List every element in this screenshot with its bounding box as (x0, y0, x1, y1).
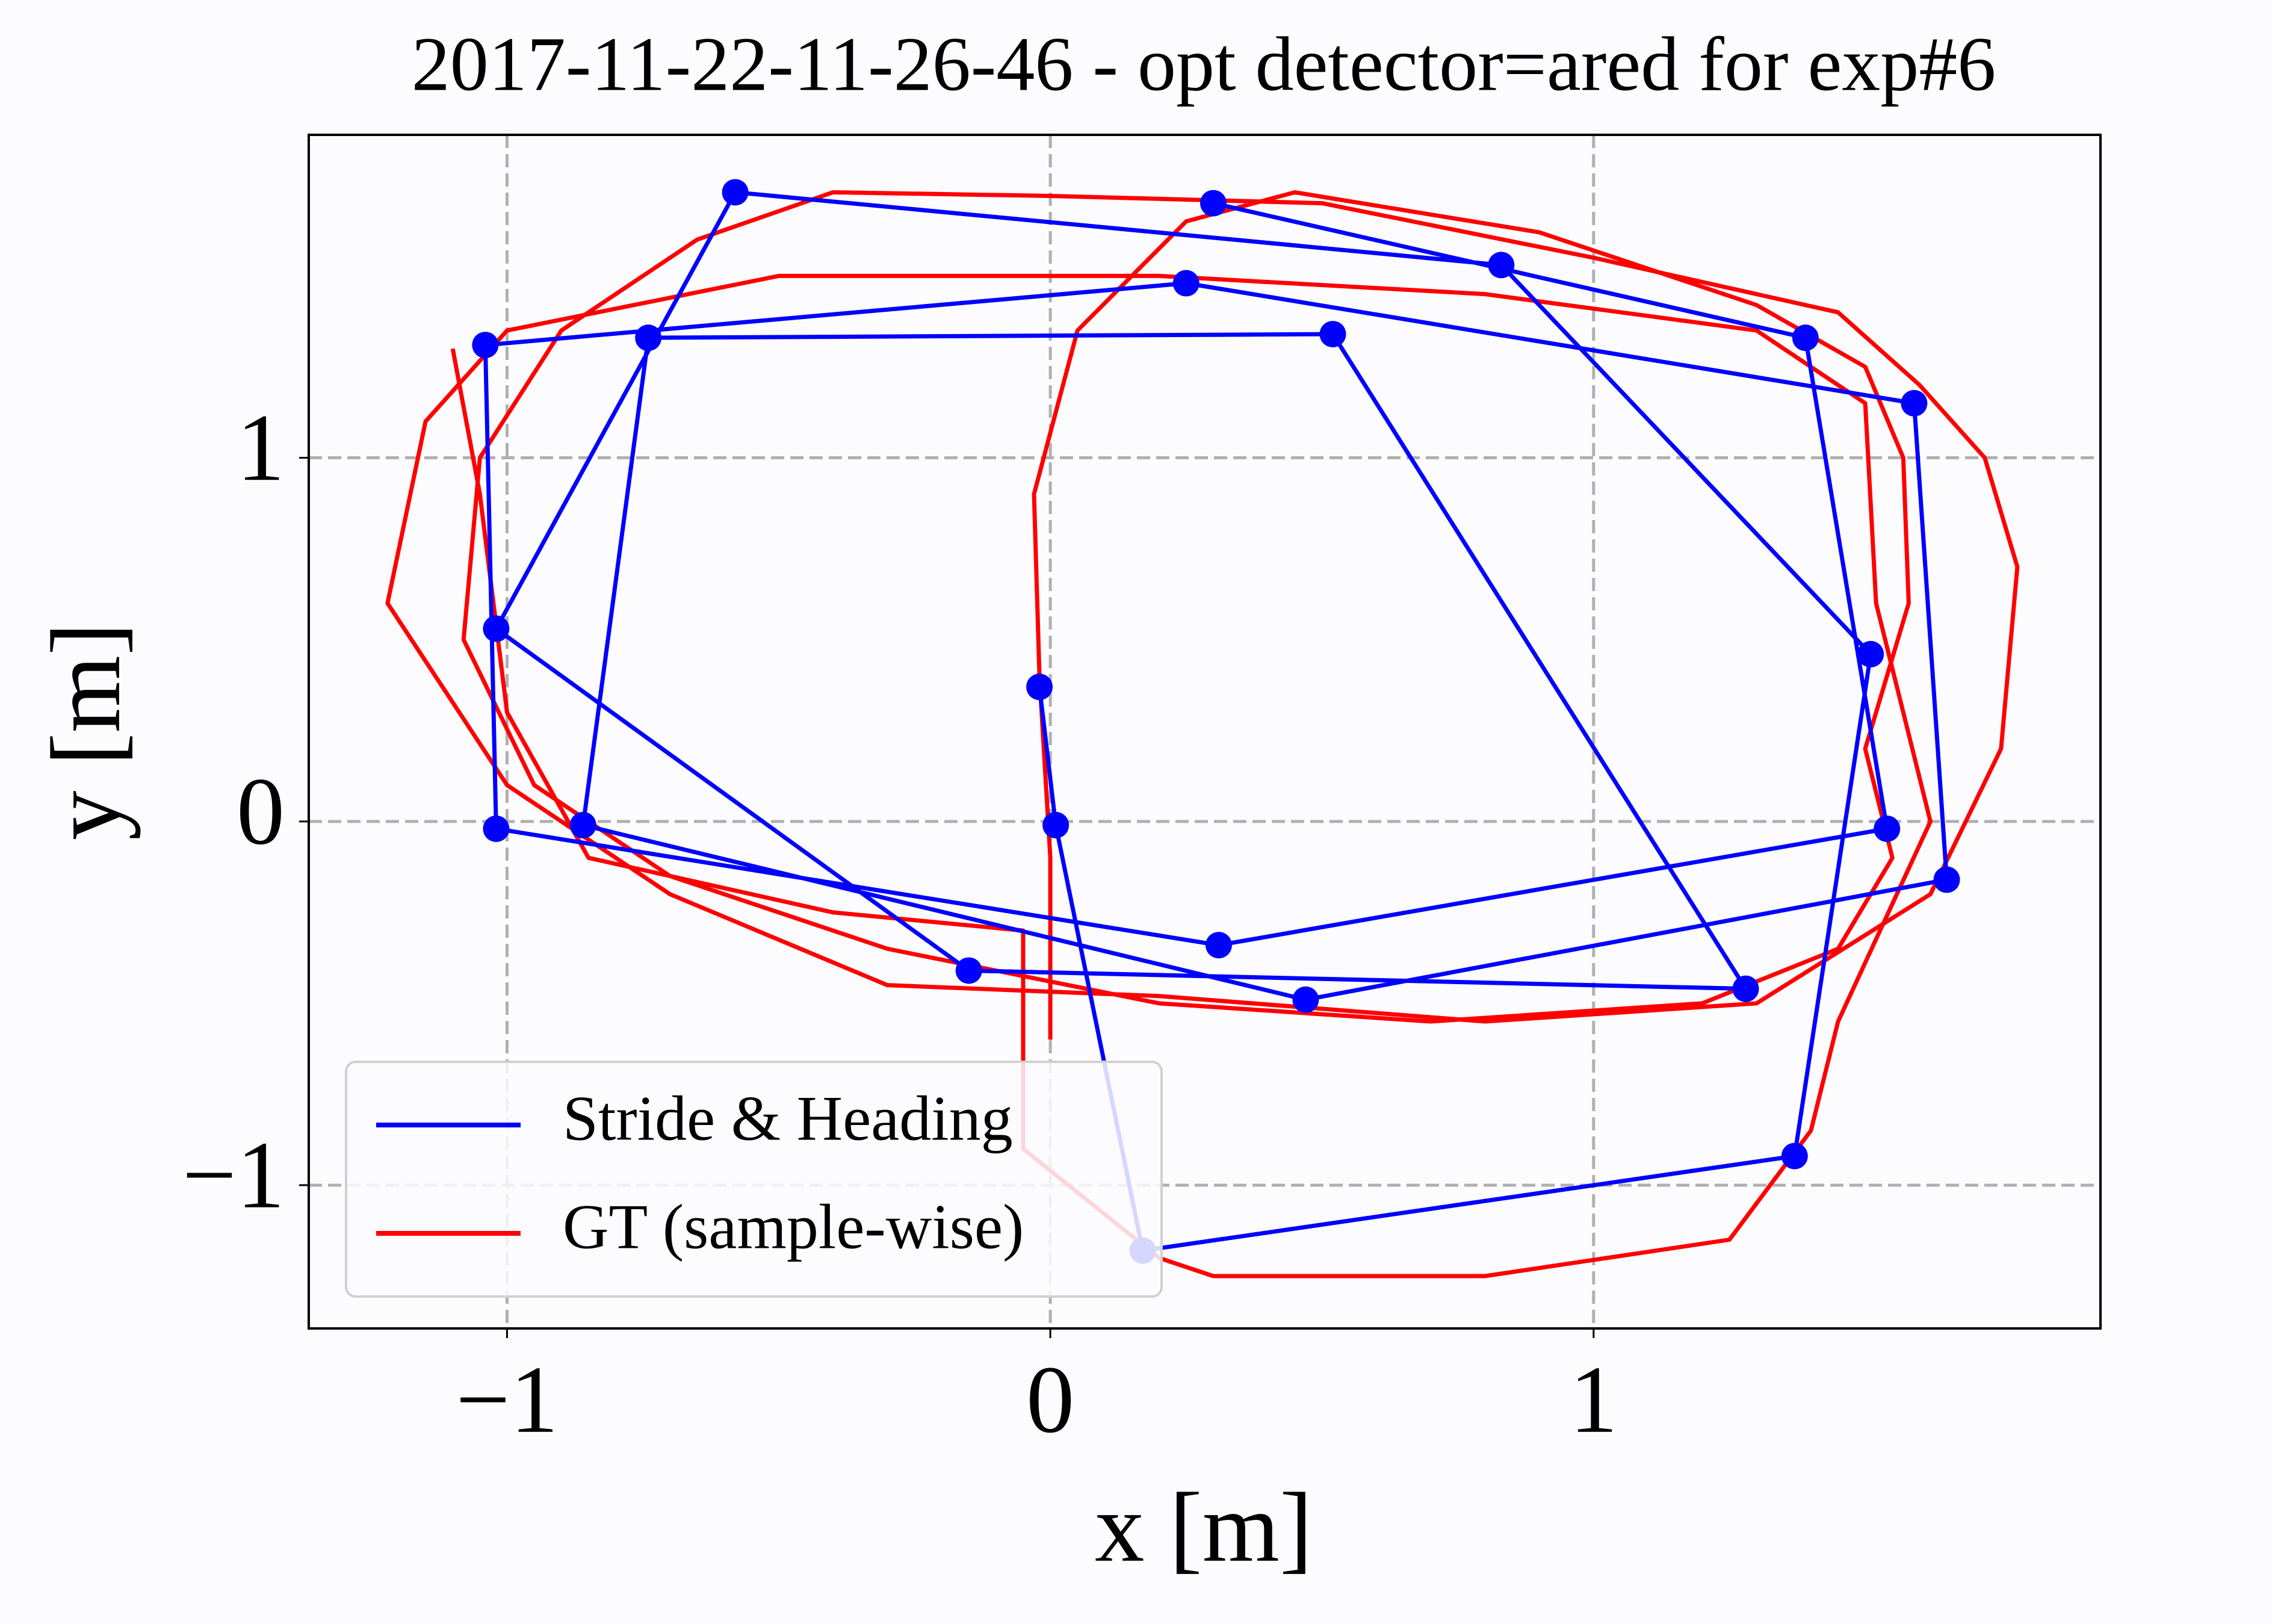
point-marker (1042, 811, 1069, 838)
legend-label: GT (sample-wise) (563, 1191, 1024, 1262)
legend-label: Stride & Heading (563, 1083, 1013, 1153)
point-marker (635, 324, 662, 352)
chart-title: 2017-11-22-11-26-46 - opt detector=ared … (412, 21, 1996, 107)
point-marker (955, 957, 982, 984)
point-marker (1205, 932, 1232, 959)
y-axis-label: y [m] (31, 622, 141, 840)
point-marker (1792, 324, 1819, 352)
x-tick-label: −1 (456, 1346, 558, 1453)
point-marker (1901, 389, 1928, 417)
y-tick-label: 1 (237, 394, 285, 501)
legend-box (345, 1061, 1163, 1298)
plot-frame (308, 134, 2102, 1330)
y-tick-label: 0 (237, 757, 285, 864)
x-axis-label: x [m] (1095, 1472, 1313, 1582)
point-marker (1488, 252, 1515, 279)
point-marker (483, 615, 510, 642)
point-marker (1874, 815, 1901, 842)
x-tick-label: 1 (1570, 1346, 1618, 1453)
point-marker (1933, 866, 1960, 893)
x-tick-label: 0 (1026, 1346, 1074, 1453)
y-tick-label: −1 (182, 1121, 285, 1229)
point-marker (1319, 321, 1346, 348)
point-marker (1026, 674, 1053, 701)
point-marker (1857, 640, 1884, 668)
point-marker (569, 811, 596, 838)
point-marker (1172, 270, 1199, 297)
series-line (385, 190, 2020, 1278)
point-marker (1199, 190, 1227, 217)
point-marker (472, 332, 499, 359)
point-marker (1732, 975, 1759, 1002)
point-marker (722, 179, 749, 206)
point-marker (1292, 986, 1319, 1013)
point-marker (1781, 1142, 1808, 1170)
point-marker (483, 815, 510, 842)
